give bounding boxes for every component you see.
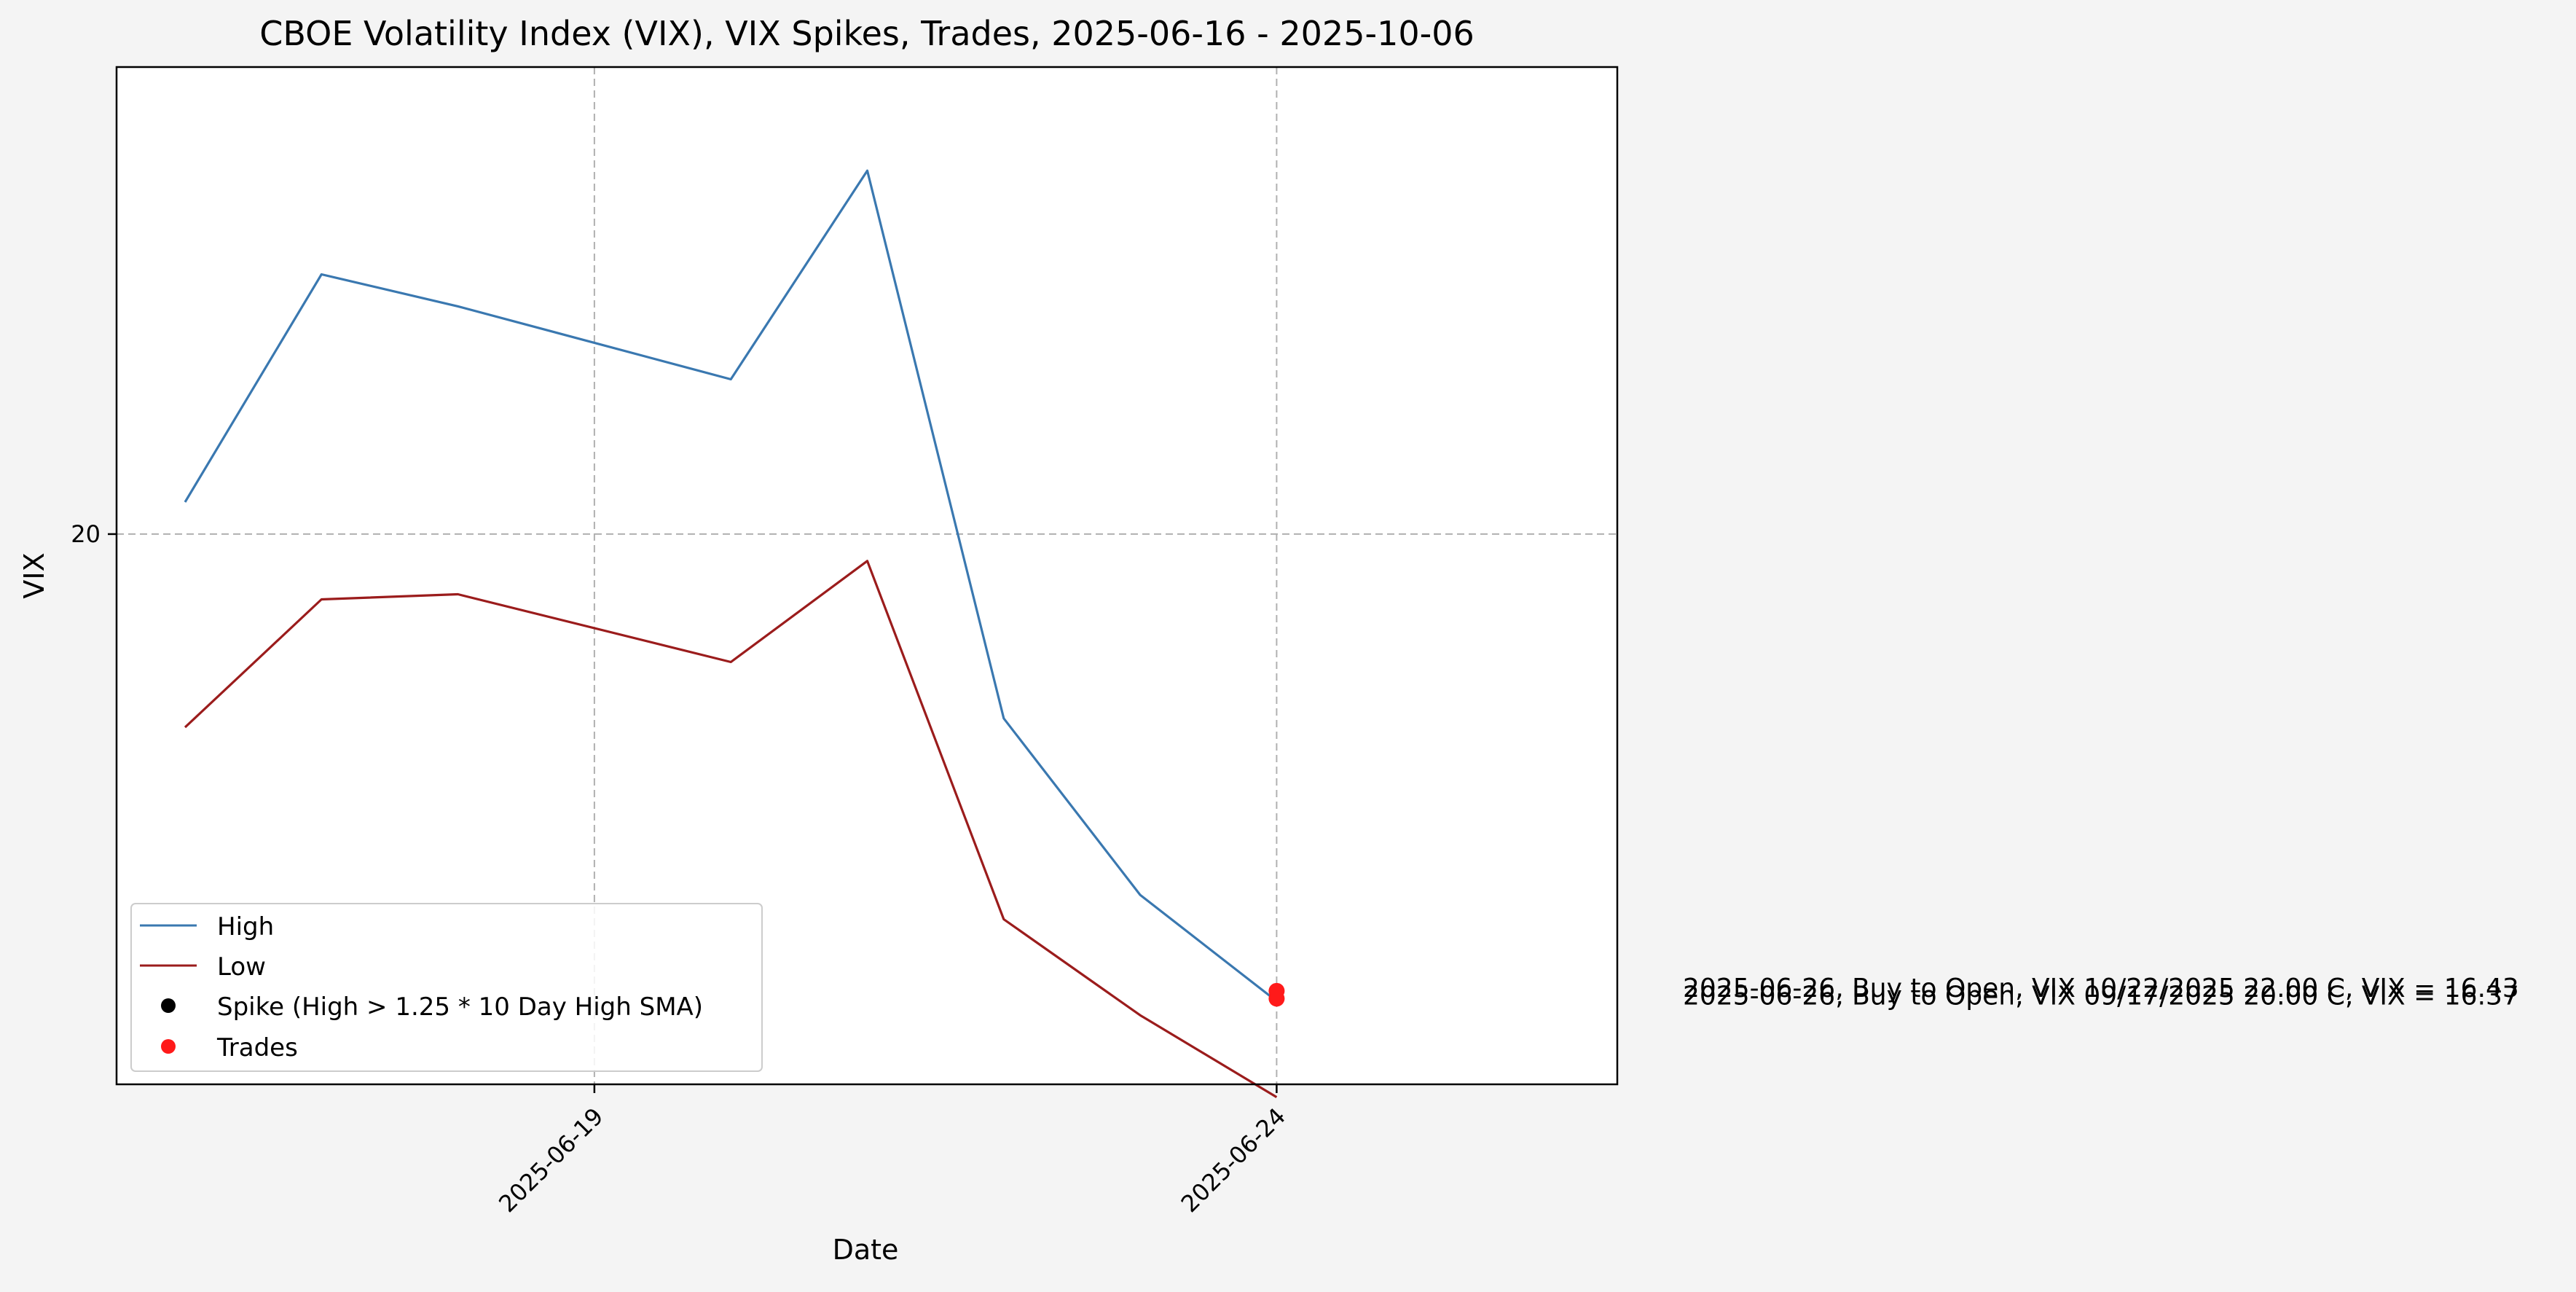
trade-annotation: 2025-06-26, Buy to Open, VIX 09/17/2025 …	[1683, 981, 2519, 1011]
legend-label-trades: Trades	[216, 1033, 298, 1062]
x-axis-label: Date	[833, 1234, 899, 1266]
y-axis-label: VIX	[18, 552, 50, 598]
legend-swatch-trades	[161, 1039, 176, 1054]
legend-label-spike: Spike (High > 1.25 * 10 Day High SMA)	[217, 993, 703, 1022]
trade-annotations: 2025-06-26, Buy to Open, VIX 10/22/2025 …	[1683, 974, 2519, 1011]
legend-label-low: Low	[217, 952, 266, 982]
legend-swatch-spike	[161, 998, 176, 1013]
legend-label-high: High	[217, 912, 274, 941]
chart-title: CBOE Volatility Index (VIX), VIX Spikes,…	[259, 14, 1474, 53]
legend: High Low Spike (High > 1.25 * 10 Day Hig…	[131, 904, 762, 1071]
trade-markers	[1268, 983, 1284, 1007]
y-tick-label: 20	[71, 520, 101, 548]
trade-marker	[1268, 990, 1284, 1006]
